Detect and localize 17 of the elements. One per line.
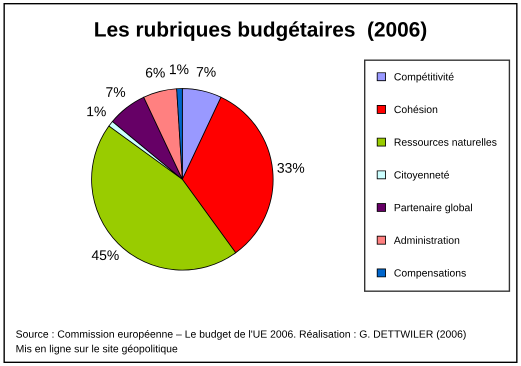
data-label: 6% — [146, 68, 165, 78]
legend-label: Administration — [394, 236, 460, 244]
data-label: 7% — [106, 87, 126, 97]
data-label: 33% — [277, 162, 304, 173]
legend-label: Partenaire global — [394, 204, 472, 214]
legend-label: Compensations — [394, 268, 466, 279]
text: Mis en ligne sur le site géopolitique — [16, 344, 178, 354]
data-label: 7% — [196, 66, 216, 77]
legend-label: Compétitivité — [394, 72, 454, 83]
legend-label: Citoyenneté — [394, 170, 449, 181]
chart-title: Les rubriques budgétaires (2006) — [95, 21, 426, 41]
data-label: 45% — [92, 250, 119, 260]
legend-label: Cohésion — [394, 105, 438, 114]
data-label: 1% — [170, 64, 188, 74]
legend-label: Ressources naturelles — [394, 138, 497, 146]
data-label: 1% — [87, 106, 106, 116]
source-note: Source : Commission européenne – Le budget de l'UE 2006. Réalisation : G. DETTWILER (2006) — [16, 330, 466, 340]
